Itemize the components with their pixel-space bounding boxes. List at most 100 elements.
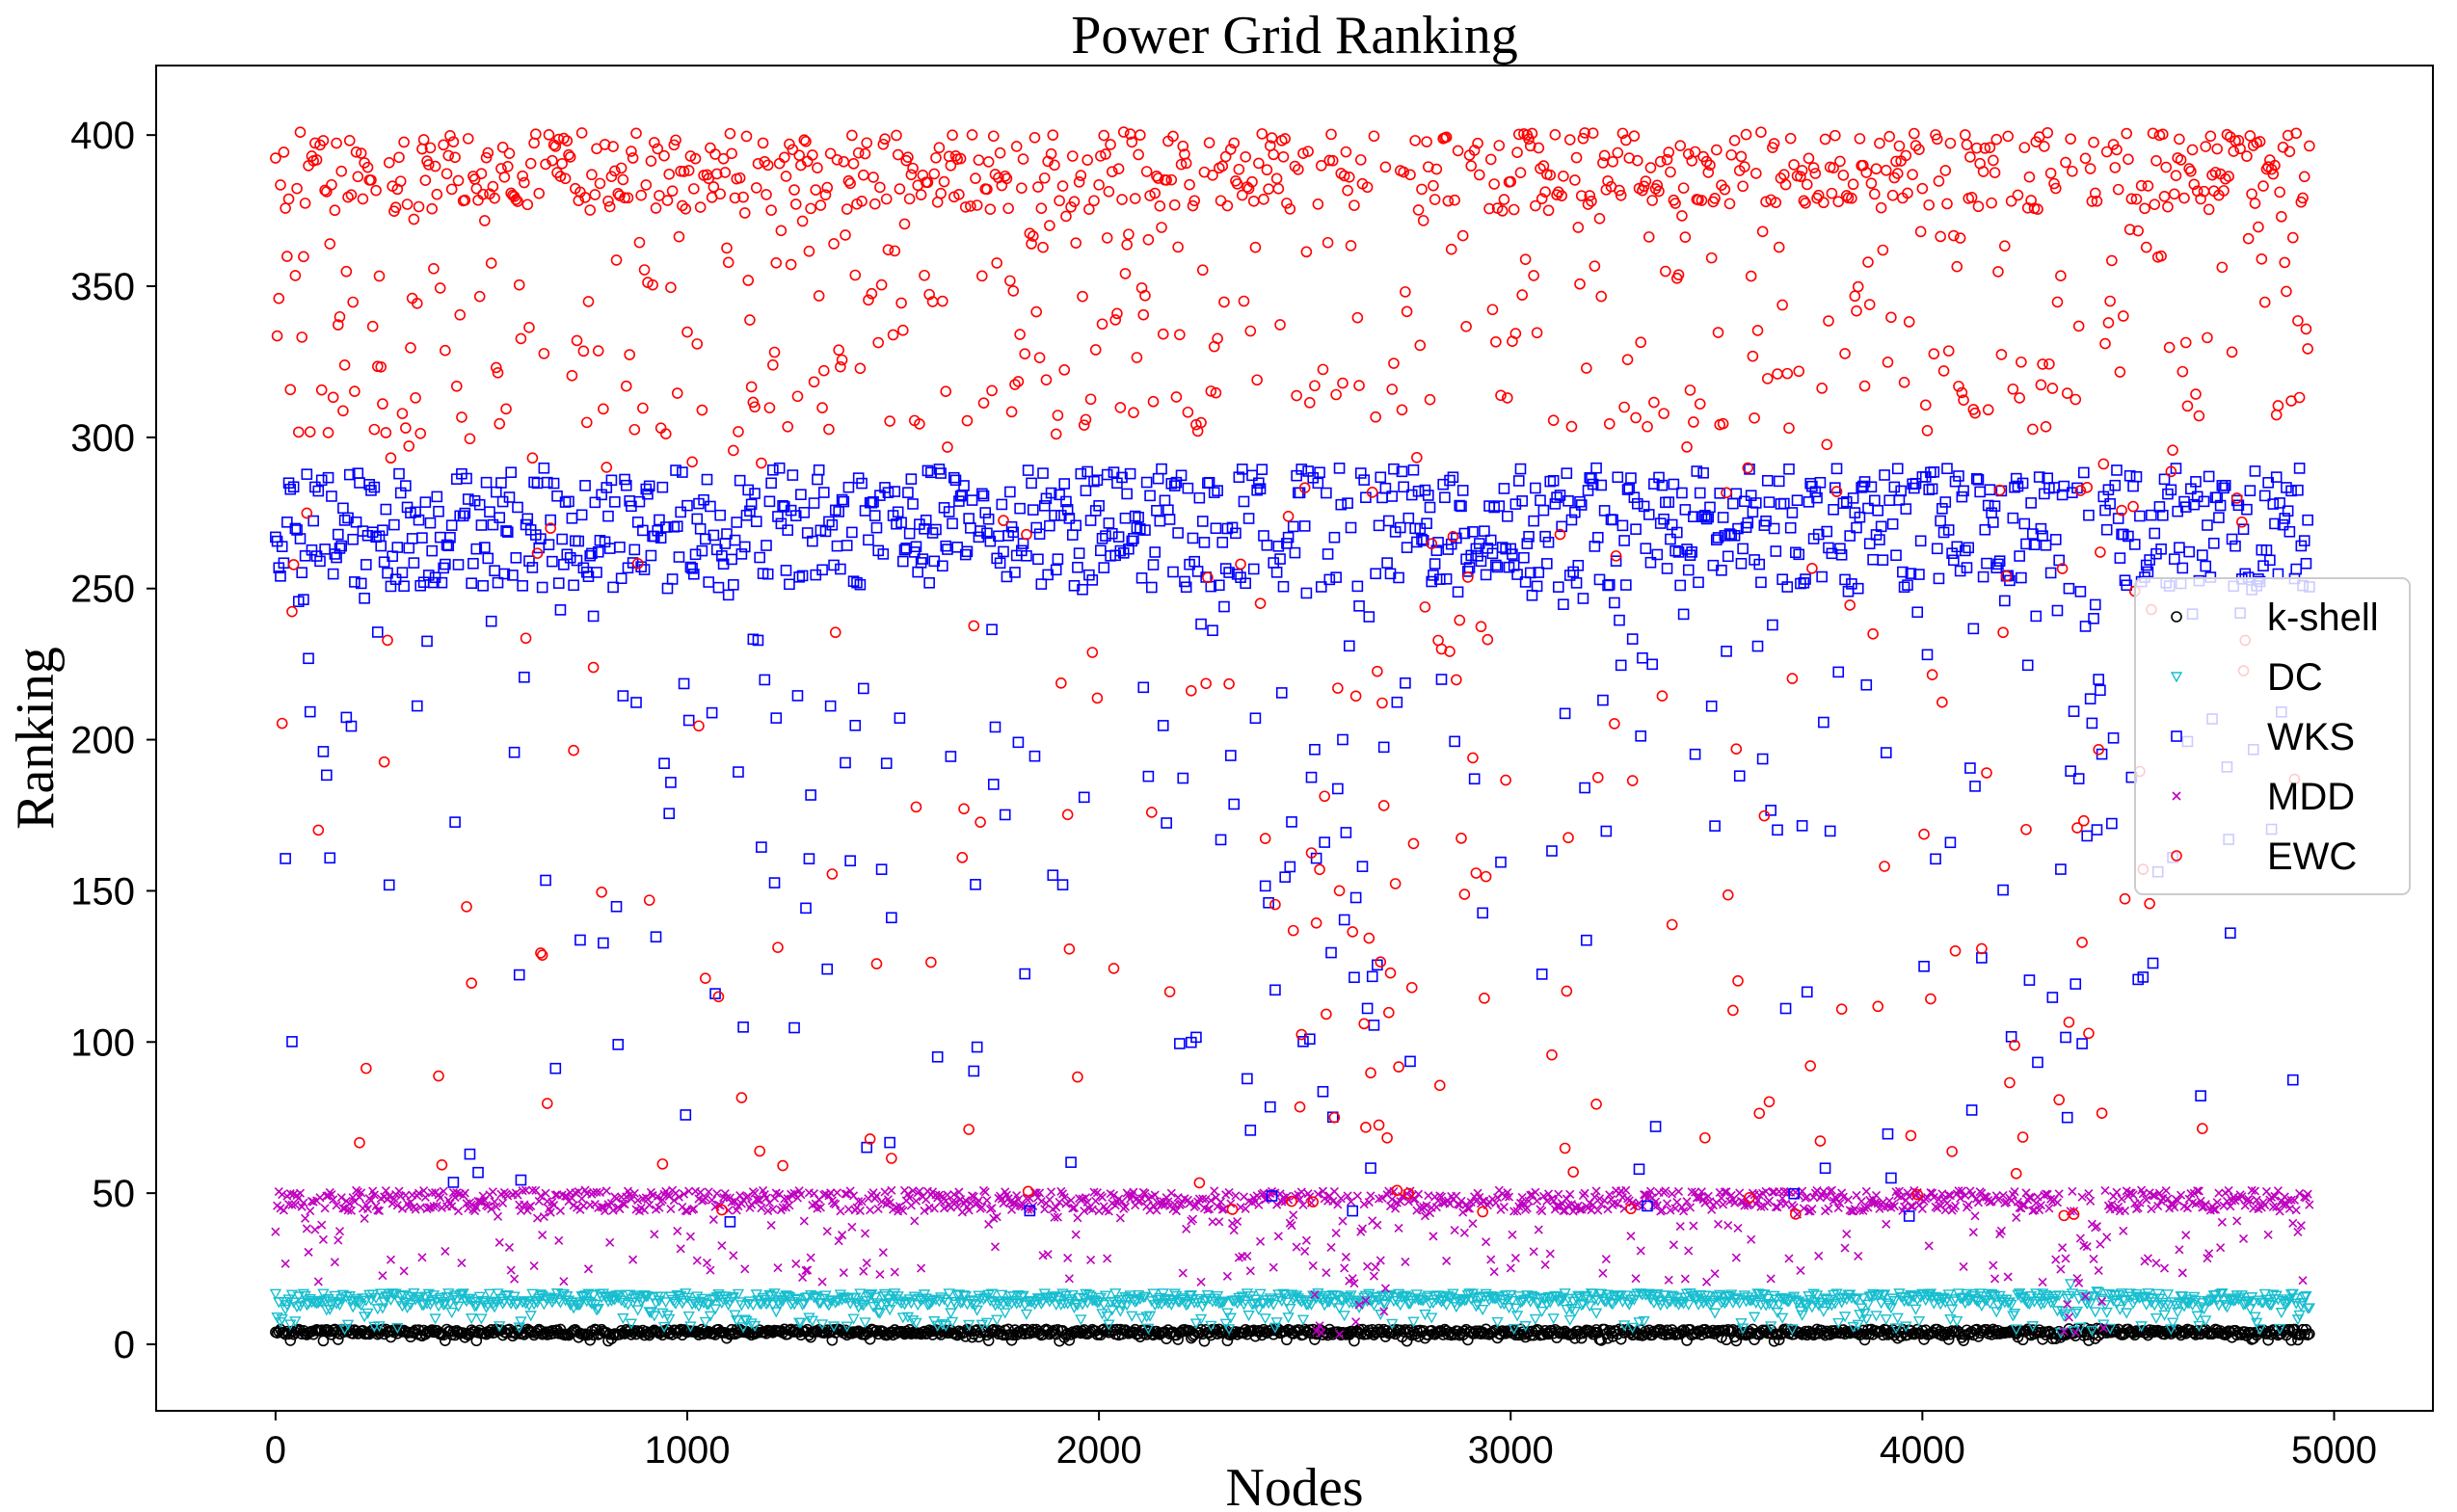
- point-DC: [2204, 1295, 2217, 1307]
- point-DC: [2240, 1297, 2254, 1309]
- point-MDD: [313, 1277, 323, 1287]
- point-k-shell: [1737, 1326, 1749, 1339]
- point-MDD: [601, 1206, 610, 1216]
- point-MDD: [534, 1196, 544, 1207]
- point-MDD: [490, 1197, 499, 1207]
- point-DC: [1877, 1290, 1889, 1302]
- point-DC: [1377, 1298, 1390, 1310]
- point-DC: [2198, 1304, 2210, 1315]
- point-DC: [2105, 1289, 2119, 1301]
- point-DC: [1595, 1288, 1608, 1300]
- point-MDD: [518, 1186, 527, 1196]
- point-DC: [969, 1300, 982, 1312]
- point-DC: [483, 1288, 496, 1300]
- point-MDD: [453, 1207, 464, 1216]
- point-DC: [1829, 1298, 1842, 1310]
- point-DC: [1801, 1300, 1813, 1312]
- point-DC: [684, 1321, 697, 1333]
- point-k-shell: [1677, 1324, 1690, 1336]
- point-DC: [663, 1313, 676, 1325]
- point-DC: [2149, 1300, 2161, 1312]
- point-DC: [1612, 1291, 1624, 1303]
- point-DC: [1803, 1294, 1817, 1307]
- point-DC: [1194, 1313, 1208, 1325]
- point-DC: [1135, 1313, 1148, 1325]
- point-MDD: [510, 1274, 520, 1284]
- point-DC: [1749, 1297, 1762, 1310]
- point-DC: [1807, 1288, 1820, 1300]
- point-DC: [1456, 1293, 1469, 1305]
- point-DC: [2251, 1317, 2263, 1329]
- point-DC: [2254, 1324, 2266, 1336]
- series-MDD: [271, 1185, 2314, 1340]
- point-DC: [269, 1288, 282, 1300]
- point-DC: [361, 1308, 374, 1319]
- point-DC: [1103, 1319, 1115, 1331]
- point-DC: [2196, 1298, 2208, 1310]
- point-DC: [1666, 1290, 1678, 1302]
- point-MDD: [654, 1203, 664, 1212]
- point-DC: [625, 1318, 638, 1330]
- point-MDD: [301, 1213, 310, 1223]
- point-DC: [1070, 1298, 1082, 1311]
- point-k-shell: [1402, 1326, 1415, 1339]
- point-MDD: [669, 1196, 679, 1206]
- point-k-shell: [1959, 1329, 1971, 1340]
- point-DC: [950, 1290, 964, 1302]
- point-MDD: [327, 1189, 336, 1200]
- point-DC: [404, 1299, 417, 1311]
- point-DC: [1572, 1290, 1585, 1302]
- point-DC: [815, 1319, 829, 1331]
- point-DC: [492, 1288, 504, 1300]
- point-DC: [1241, 1288, 1254, 1300]
- point-DC: [1796, 1310, 1808, 1321]
- point-MDD: [457, 1258, 467, 1268]
- point-DC: [338, 1324, 351, 1336]
- point-DC: [990, 1314, 1003, 1326]
- point-DC: [1547, 1313, 1560, 1325]
- point-DC: [949, 1299, 962, 1311]
- point-DC: [1587, 1288, 1599, 1300]
- point-MDD: [567, 1193, 576, 1203]
- point-DC: [780, 1290, 792, 1302]
- point-DC: [2214, 1288, 2227, 1300]
- point-MDD: [685, 1232, 695, 1241]
- point-DC: [699, 1316, 711, 1328]
- point-DC: [704, 1311, 717, 1322]
- point-DC: [1987, 1289, 2000, 1301]
- point-k-shell: [1768, 1336, 1780, 1347]
- point-DC: [2089, 1307, 2101, 1318]
- point-DC: [873, 1308, 887, 1319]
- point-DC: [996, 1289, 1008, 1301]
- point-DC: [1109, 1288, 1122, 1300]
- point-DC: [475, 1313, 488, 1325]
- point-MDD: [684, 1186, 694, 1196]
- point-DC: [618, 1297, 631, 1309]
- point-DC: [1031, 1293, 1045, 1305]
- point-DC: [2226, 1294, 2238, 1306]
- point-DC: [292, 1291, 305, 1303]
- point-MDD: [310, 1225, 320, 1234]
- point-MDD: [583, 1264, 594, 1274]
- point-MDD: [450, 1192, 460, 1203]
- point-DC: [557, 1288, 571, 1300]
- point-DC: [284, 1319, 297, 1331]
- point-DC: [452, 1301, 465, 1313]
- point-DC: [748, 1320, 761, 1333]
- point-DC: [391, 1322, 404, 1335]
- point-DC: [999, 1308, 1011, 1319]
- point-DC: [1259, 1313, 1271, 1325]
- point-DC: [1375, 1310, 1387, 1321]
- point-DC: [760, 1299, 773, 1311]
- point-DC: [1776, 1313, 1789, 1324]
- point-MDD: [541, 1188, 550, 1198]
- point-DC: [1805, 1302, 1819, 1313]
- point-MDD: [527, 1185, 537, 1195]
- point-k-shell: [315, 1324, 328, 1336]
- point-DC: [2064, 1279, 2077, 1290]
- point-MDD: [304, 1247, 313, 1257]
- point-MDD: [429, 1202, 439, 1211]
- point-DC: [1503, 1302, 1515, 1314]
- point-DC: [1973, 1288, 1987, 1300]
- point-DC: [1668, 1291, 1680, 1303]
